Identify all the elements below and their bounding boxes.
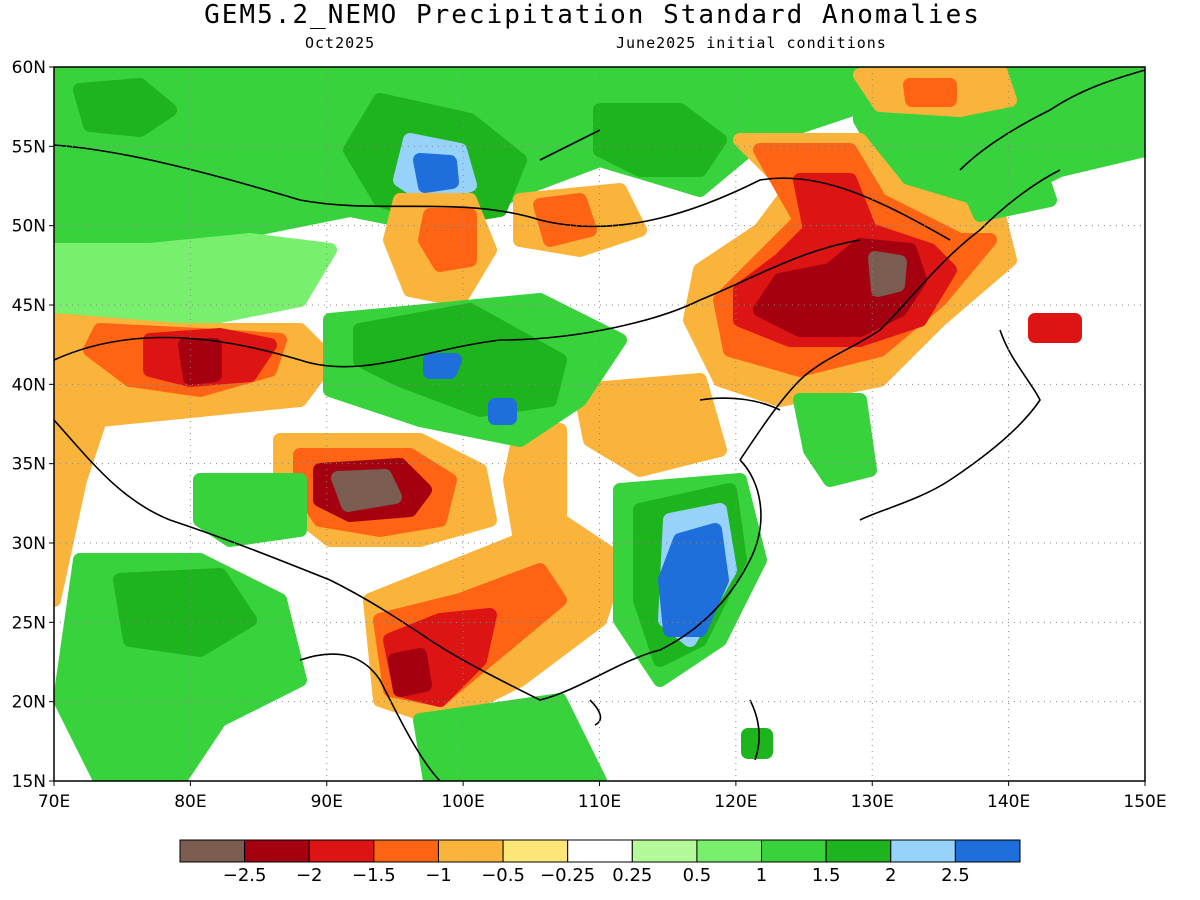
legend-label: −2 [296,865,323,886]
coastline [299,653,441,781]
anomaly-region [113,568,257,657]
legend-swatch [890,839,956,863]
coastline [859,329,1041,521]
lat-tick-label: 30N [12,534,46,554]
anomaly-region [423,353,462,379]
anomaly-region [593,103,727,177]
gridlines [54,67,1145,781]
coastline [54,419,431,641]
lat-tick-label: 60N [12,58,46,78]
lat-tick-label: 55N [12,137,46,157]
anomaly-region [903,78,957,107]
anomaly-region [193,473,307,547]
legend-swatch [954,839,1021,863]
legend-label: 2.5 [941,865,970,886]
coastline-borders [54,69,1145,781]
coastline [589,699,602,726]
legend-swatch [502,839,569,863]
anomaly-region [488,398,517,425]
anomaly-region [953,163,1057,222]
lon-tick-label: 130E [851,792,894,812]
lat-tick-label: 35N [12,455,46,475]
anomaly-region [1028,313,1082,343]
lon-tick-label: 120E [714,792,757,812]
coastline [749,699,760,761]
legend-label: 1.5 [812,865,841,886]
legend-label: 2 [885,865,896,886]
lon-tick-label: 150E [1123,792,1166,812]
lon-tick-label: 90E [311,792,343,812]
legend-swatch [373,839,439,863]
map-title: GEM5.2_NEMO Precipitation Standard Anoma… [204,0,981,30]
legend-swatch [631,839,698,863]
anomaly-region [413,153,459,193]
legend-label: −1 [425,865,452,886]
valid-month-label: Oct2025 [305,34,376,52]
coastline [739,169,1061,461]
lat-tick-label: 50N [12,217,46,237]
coastline [54,239,861,368]
lon-tick-label: 140E [987,792,1030,812]
coastline [959,69,1145,171]
anomaly-region [868,251,907,297]
anomaly-region [178,338,222,385]
anomaly-field [54,67,1145,781]
anomaly-region [331,469,402,512]
anomaly-region [54,313,337,607]
legend-label: −0.25 [540,865,595,886]
coastline [699,397,781,411]
legend-swatch [761,839,827,863]
legend-label: −1.5 [352,865,396,886]
coastline [54,144,951,241]
lon-tick-label: 80E [174,792,206,812]
legend-swatch [244,839,310,863]
legend-label: 0.25 [612,865,652,886]
lon-tick-label: 100E [442,792,485,812]
lon-tick-label: 110E [578,792,621,812]
lat-tick-label: 15N [12,772,46,792]
color-legend: −2.5 −2 −1.5 −1 −0.5 −0.25 0.25 0.5 1 1.5 2 2.5 [179,839,1021,886]
anomaly-region [73,78,177,137]
legend-swatch [696,839,763,863]
coastline [429,459,762,701]
lat-tick-label: 40N [12,375,46,395]
anomaly-region [573,373,727,477]
legend-swatch [179,839,246,863]
anomaly-region [418,208,477,272]
coastline [539,129,601,161]
lat-tick-label: 20N [12,693,46,713]
legend-swatch [437,839,504,863]
lat-tick-label: 25N [12,613,46,633]
anomaly-region [658,523,729,637]
anomaly-region [413,693,607,781]
legend-label: 1 [756,865,767,886]
legend-swatch [567,839,633,863]
init-conditions-label: June2025 initial conditions [616,34,887,52]
legend-label: −2.5 [223,865,267,886]
legend-swatch [308,839,375,863]
anomaly-region [503,423,567,547]
lat-tick-label: 45N [12,296,46,316]
legend-label: −0.5 [481,865,525,886]
lon-tick-label: 70E [38,792,70,812]
legend-swatch [825,839,892,863]
legend-label: 0.5 [683,865,712,886]
axis-ticks: 70E 80E 90E 100E 110E 120E 130E 140E 150E 15N 20N 2… [12,58,1167,812]
anomaly-region [388,648,432,697]
anomaly-region [741,728,773,759]
anomaly-region [793,393,877,487]
anomaly-region [533,193,597,247]
